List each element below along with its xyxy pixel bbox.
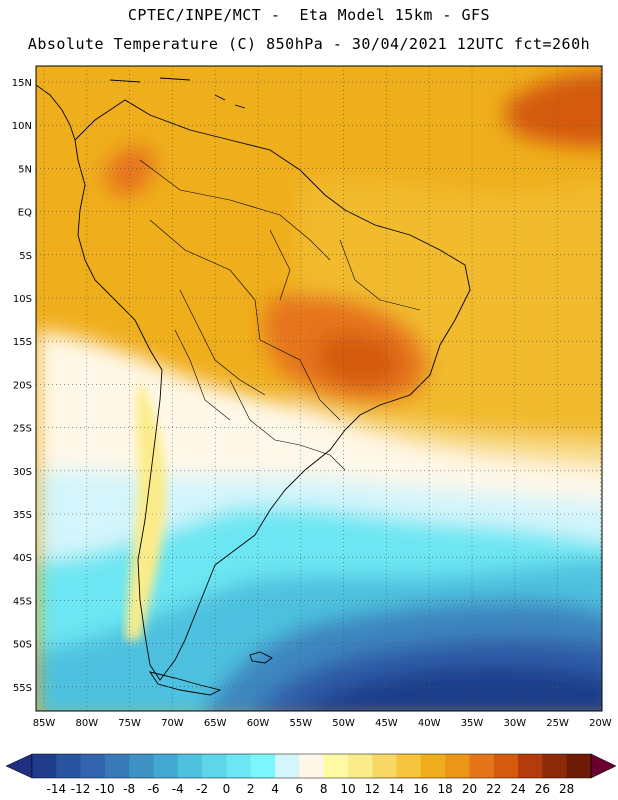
north-atlantic-warm-zone <box>504 71 602 147</box>
colorbar-over-arrow <box>590 753 617 779</box>
colorbar-tick-label: 12 <box>365 782 380 796</box>
lon-tick-label: 70W <box>161 718 184 729</box>
colorbar-swatch <box>153 754 179 778</box>
colorbar-tick-label: 26 <box>535 782 550 796</box>
colorbar-tick-label: 2 <box>247 782 255 796</box>
lon-tick-label: 20W <box>589 718 612 729</box>
colorbar-swatch <box>226 754 252 778</box>
red-orange-zone <box>318 333 399 387</box>
colorbar-swatch <box>275 754 300 778</box>
lon-tick-label: 40W <box>418 718 441 729</box>
colorbar-swatch <box>542 754 568 778</box>
colorbar-swatch <box>493 754 519 778</box>
south-america-coastline <box>74 99 471 681</box>
lon-tick-label: 45W <box>375 718 398 729</box>
lat-tick-label: 15S <box>13 337 32 348</box>
country-borders <box>139 159 421 471</box>
colorbar-swatch <box>396 754 422 778</box>
lat-tick-label: 20S <box>13 380 32 391</box>
lat-tick-label: 35S <box>13 510 32 521</box>
colorbar-tick-label: 22 <box>486 782 501 796</box>
colorbar-swatch <box>372 754 398 778</box>
colorbar-under-arrow <box>5 753 33 779</box>
lat-tick-label: EQ <box>18 208 32 219</box>
colorbar-swatch <box>299 754 325 778</box>
colorbar-swatch <box>202 754 227 778</box>
colorbar-tick-label: -8 <box>123 782 135 796</box>
lon-tick-label: 85W <box>33 718 56 729</box>
colorbar-tick-label: 24 <box>510 782 525 796</box>
colorbar-swatch <box>469 754 495 778</box>
colorbar: -14 -12 -10 -8 -6 -4 -2 0 2 4 6 8 10 12 14 16 18 20 22 24 26… <box>5 753 617 796</box>
lat-tick-label: 5N <box>18 164 32 175</box>
longitude-labels: 85W 80W 75W 70W 65W 60W 55W 50W 45W 40W 35W 30W 25W 2… <box>33 718 612 729</box>
coastlines-and-borders <box>36 77 471 696</box>
latitude-labels: 15N 10N 5N EQ 5S 10S 15S 20S 25S 30S 35S 40S 45S 50S 5… <box>12 78 32 694</box>
lon-tick-label: 65W <box>204 718 227 729</box>
colorbar-tick-label: 20 <box>462 782 477 796</box>
colorbar-swatch <box>129 754 155 778</box>
lon-tick-label: 30W <box>503 718 526 729</box>
map-title-line1: CPTEC/INPE/MCT - Eta Model 15km - GFS <box>127 6 491 24</box>
colorbar-swatch <box>566 754 592 778</box>
colorbar-tick-label: 0 <box>223 782 231 796</box>
colorbar-tick-label: -10 <box>95 782 115 796</box>
colorbar-tick-label: -6 <box>148 782 160 796</box>
temperature-field <box>36 66 602 711</box>
lat-tick-label: 55S <box>13 683 32 694</box>
lon-tick-label: 50W <box>332 718 355 729</box>
colorbar-swatch <box>177 754 203 778</box>
colorbar-swatch <box>518 754 543 778</box>
colorbar-swatch <box>445 754 470 778</box>
lat-tick-label: 30S <box>13 467 32 478</box>
colorbar-frame <box>31 753 592 779</box>
colorbar-tick-label: 6 <box>296 782 304 796</box>
colorbar-swatch <box>347 754 373 778</box>
colorbar-tick-label: -2 <box>196 782 208 796</box>
lat-tick-label: 10S <box>13 294 32 305</box>
lat-tick-label: 15N <box>12 78 32 89</box>
patagonia-yellow-zone <box>125 380 167 640</box>
lat-tick-label: 45S <box>13 596 32 607</box>
map-title-line2: Absolute Temperature (C) 850hPa - 30/04/… <box>27 35 591 53</box>
colorbar-swatch <box>32 754 57 778</box>
colorbar-swatch <box>56 754 82 778</box>
lat-tick-label: 5S <box>19 251 32 262</box>
colorbar-tick-label: -12 <box>71 782 91 796</box>
colorbar-tick-label: 18 <box>438 782 453 796</box>
map-frame <box>35 65 603 712</box>
colorbar-tick-label: -14 <box>46 782 66 796</box>
colorbar-swatch <box>104 754 130 778</box>
colorbar-swatch <box>323 754 349 778</box>
central-america-coastline <box>36 84 76 141</box>
colorbar-swatch <box>250 754 276 778</box>
lat-tick-label: 40S <box>13 553 32 564</box>
colorbar-tick-label: 16 <box>413 782 428 796</box>
caribbean-islands <box>109 77 246 109</box>
lat-tick-label: 50S <box>13 640 32 651</box>
lon-tick-label: 25W <box>546 718 569 729</box>
colorbar-tick-label: 28 <box>559 782 574 796</box>
falkland-islands <box>249 651 273 664</box>
colorbar-tick-label: 14 <box>389 782 404 796</box>
lat-tick-label: 10N <box>12 121 32 132</box>
lon-tick-label: 35W <box>461 718 484 729</box>
lon-tick-label: 55W <box>289 718 312 729</box>
lon-tick-label: 60W <box>247 718 270 729</box>
colorbar-tick-label: 8 <box>320 782 328 796</box>
tierra-del-fuego <box>148 671 222 696</box>
andes-warm-zone <box>105 146 155 197</box>
colorbar-tick-label: 4 <box>271 782 279 796</box>
lat-tick-label: 25S <box>13 424 32 435</box>
colorbar-tick-label: -4 <box>172 782 184 796</box>
lon-tick-label: 75W <box>118 718 141 729</box>
colorbar-swatch <box>80 754 106 778</box>
colorbar-swatch <box>420 754 446 778</box>
deep-blue-zone <box>301 667 602 711</box>
colorbar-tick-label: 10 <box>340 782 355 796</box>
lon-tick-label: 80W <box>75 718 98 729</box>
